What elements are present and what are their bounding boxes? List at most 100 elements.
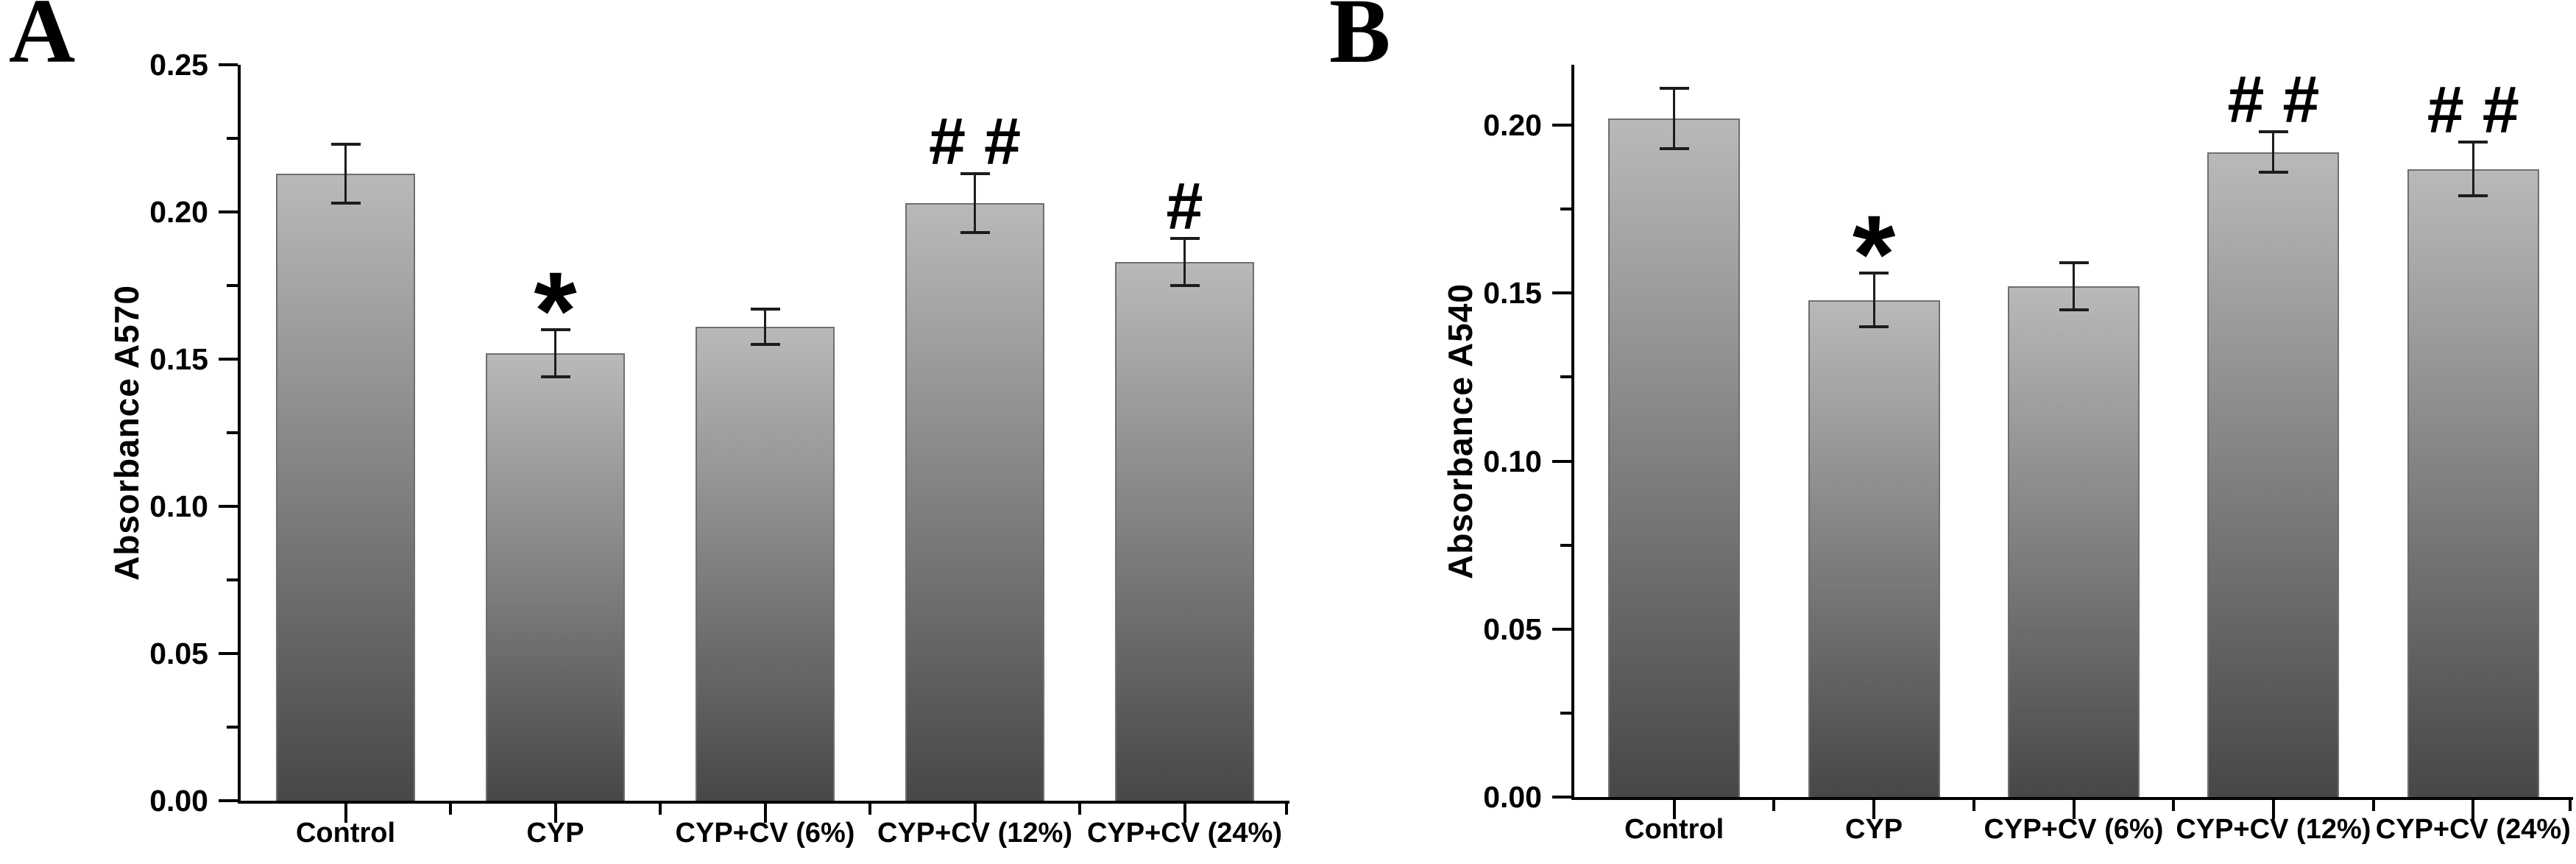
error-bar-cap-top bbox=[750, 308, 780, 311]
panel-b-plot-area: 0.00 0.05 0.10 0.15 0.20 Control CYP * CYP+CV (6… bbox=[1483, 63, 2573, 845]
error-bar-line bbox=[554, 330, 556, 377]
x-axis-category-tick bbox=[2072, 800, 2076, 819]
x-axis-boundary-tick bbox=[2371, 800, 2375, 811]
panel-a-plot-area: 0.00 0.05 0.10 0.15 0.20 0.25 Control CYP * CYP+C… bbox=[149, 49, 1289, 849]
y-axis-major-tick bbox=[1552, 124, 1571, 127]
significance-annotation: # # bbox=[2427, 73, 2519, 147]
error-bar-cap-bottom bbox=[1659, 147, 1689, 151]
error-bar-line bbox=[1673, 88, 1676, 149]
y-axis-minor-tick bbox=[1560, 208, 1571, 211]
x-axis-category-label: CYP+CV (6%) bbox=[675, 818, 855, 849]
x-axis-boundary-tick bbox=[1285, 804, 1288, 815]
y-axis-major-tick bbox=[219, 799, 238, 802]
error-bar-cap-bottom bbox=[2059, 308, 2089, 312]
panel-a-y-axis-title: Absorbance A570 bbox=[107, 285, 146, 581]
error-bar-cap-top bbox=[2458, 140, 2488, 144]
bar bbox=[486, 353, 625, 801]
panel-a-letter: A bbox=[9, 0, 76, 82]
error-bar-line bbox=[344, 144, 347, 203]
significance-annotation: # # bbox=[928, 105, 1022, 179]
error-bar-line bbox=[2272, 132, 2275, 173]
x-axis-category-label: CYP+CV (12%) bbox=[2176, 814, 2371, 845]
x-axis-category-label: Control bbox=[295, 818, 396, 849]
x-axis-boundary-tick bbox=[1972, 800, 1975, 811]
error-bar-cap-top bbox=[540, 328, 570, 331]
y-axis-tick-label: 0.15 bbox=[149, 342, 208, 376]
y-axis-tick-label: 0.05 bbox=[1483, 612, 1542, 646]
x-axis-category-label: Control bbox=[1624, 814, 1724, 845]
error-bar-cap-top bbox=[330, 143, 361, 146]
error-bar-cap-top bbox=[1859, 271, 1889, 275]
x-axis-category-label: CYP+CV (24%) bbox=[1086, 818, 1283, 849]
y-axis-minor-tick bbox=[227, 284, 238, 287]
error-bar-cap-bottom bbox=[1170, 284, 1200, 287]
x-axis-category-tick bbox=[1872, 800, 1876, 819]
x-axis-boundary-tick bbox=[2172, 800, 2176, 811]
x-axis-category-label: CYP bbox=[1845, 814, 1903, 845]
y-axis-major-tick bbox=[1552, 459, 1571, 463]
x-axis-category-label: CYP+CV (12%) bbox=[877, 818, 1073, 849]
bar bbox=[2007, 286, 2140, 797]
error-bar-cap-bottom bbox=[750, 343, 780, 346]
error-bar-cap-bottom bbox=[330, 202, 361, 205]
error-bar-line bbox=[974, 174, 976, 233]
x-axis-category-label: CYP+CV (6%) bbox=[1984, 814, 2164, 845]
x-axis-boundary-tick bbox=[868, 804, 871, 815]
x-axis-category-tick bbox=[973, 804, 977, 823]
bar bbox=[276, 174, 415, 801]
y-axis-major-tick bbox=[219, 63, 238, 66]
significance-annotation: * bbox=[1852, 191, 1896, 316]
y-axis-minor-tick bbox=[227, 137, 238, 140]
y-axis-major-tick bbox=[1552, 796, 1571, 799]
x-axis-category-tick bbox=[1183, 804, 1186, 823]
y-axis-tick-label: 0.20 bbox=[149, 195, 208, 229]
x-axis-category-label: CYP bbox=[526, 818, 584, 849]
error-bar-cap-top bbox=[2059, 261, 2089, 265]
error-bar-cap-top bbox=[1659, 86, 1689, 90]
significance-annotation: # # bbox=[2227, 63, 2320, 138]
panel-b-y-axis-title: Absorbance A540 bbox=[1441, 283, 1479, 579]
x-axis-category-tick bbox=[2471, 800, 2475, 819]
y-axis-major-tick bbox=[219, 505, 238, 508]
y-axis-tick-label: 0.25 bbox=[149, 48, 208, 82]
panel-b-letter: B bbox=[1329, 0, 1391, 82]
y-axis-major-tick bbox=[1552, 627, 1571, 631]
bar bbox=[1608, 118, 1741, 797]
x-axis-boundary-tick bbox=[449, 804, 452, 815]
error-bar-line bbox=[2073, 263, 2075, 311]
y-axis-minor-tick bbox=[227, 578, 238, 581]
y-axis-minor-tick bbox=[227, 431, 238, 434]
x-axis-category-tick bbox=[1672, 800, 1676, 819]
x-axis-boundary-tick bbox=[659, 804, 662, 815]
error-bar-line bbox=[2471, 142, 2474, 196]
significance-annotation: # bbox=[1166, 170, 1203, 244]
x-axis-boundary-tick bbox=[1772, 800, 1776, 811]
y-axis-tick-label: 0.05 bbox=[149, 637, 208, 670]
y-axis-minor-tick bbox=[227, 726, 238, 729]
error-bar-line bbox=[764, 309, 766, 344]
bar bbox=[2207, 152, 2340, 797]
x-axis-category-tick bbox=[553, 804, 557, 823]
error-bar-line bbox=[1183, 238, 1186, 286]
error-bar-line bbox=[1872, 273, 1875, 327]
y-axis-minor-tick bbox=[1560, 375, 1571, 379]
x-axis-category-tick bbox=[2271, 800, 2275, 819]
bar bbox=[1115, 262, 1254, 801]
x-axis-category-tick bbox=[344, 804, 347, 823]
bar bbox=[2407, 169, 2539, 797]
x-axis-category-label: CYP+CV (24%) bbox=[2375, 814, 2571, 845]
error-bar-cap-bottom bbox=[540, 375, 570, 378]
error-bar-cap-bottom bbox=[1859, 325, 1889, 329]
error-bar-cap-top bbox=[2258, 130, 2288, 134]
error-bar-cap-bottom bbox=[2258, 171, 2288, 174]
significance-annotation: * bbox=[534, 249, 577, 372]
error-bar-cap-bottom bbox=[2458, 194, 2488, 198]
y-axis-major-tick bbox=[219, 358, 238, 361]
bar bbox=[1808, 300, 1940, 797]
bar bbox=[696, 327, 835, 801]
y-axis-minor-tick bbox=[1560, 543, 1571, 547]
error-bar-cap-top bbox=[960, 172, 990, 175]
y-axis-tick-label: 0.10 bbox=[149, 489, 208, 523]
y-axis-tick-label: 0.15 bbox=[1483, 276, 1542, 311]
